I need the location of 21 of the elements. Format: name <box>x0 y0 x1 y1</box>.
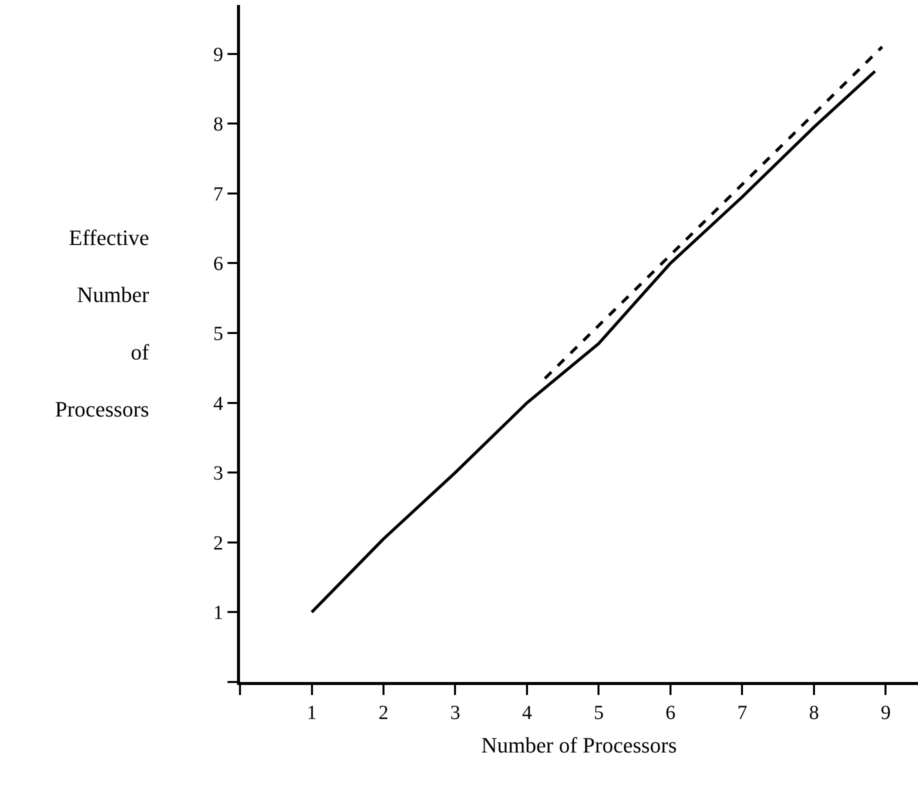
line-series <box>310 70 876 614</box>
x-tick-label: 7 <box>737 702 748 724</box>
text: Effective Number of Processors <box>55 225 150 422</box>
y-tick-label: 4 <box>213 392 224 415</box>
y-tick-label: 9 <box>213 44 224 66</box>
x-axis-title: Number of Processors <box>481 732 677 758</box>
y-tick-label: 7 <box>213 183 224 206</box>
x-tick-label: 2 <box>378 702 388 724</box>
x-tick-label: 8 <box>808 702 819 724</box>
x-tick-label: 6 <box>665 702 676 724</box>
x-tick-label: 9 <box>880 702 891 724</box>
x-tick-label: 4 <box>522 702 532 724</box>
y-tick-label: 1 <box>213 602 224 624</box>
y-tick-label: 5 <box>213 323 224 346</box>
y-tick-label: 2 <box>213 532 224 554</box>
y-tick-label: 3 <box>213 462 224 485</box>
x-tick-label: 3 <box>450 702 460 724</box>
y-tick-label: 8 <box>213 114 224 136</box>
x-tick-label: 1 <box>306 702 317 724</box>
x-tick-label: 5 <box>594 702 604 724</box>
y-tick-label: 6 <box>213 253 224 276</box>
